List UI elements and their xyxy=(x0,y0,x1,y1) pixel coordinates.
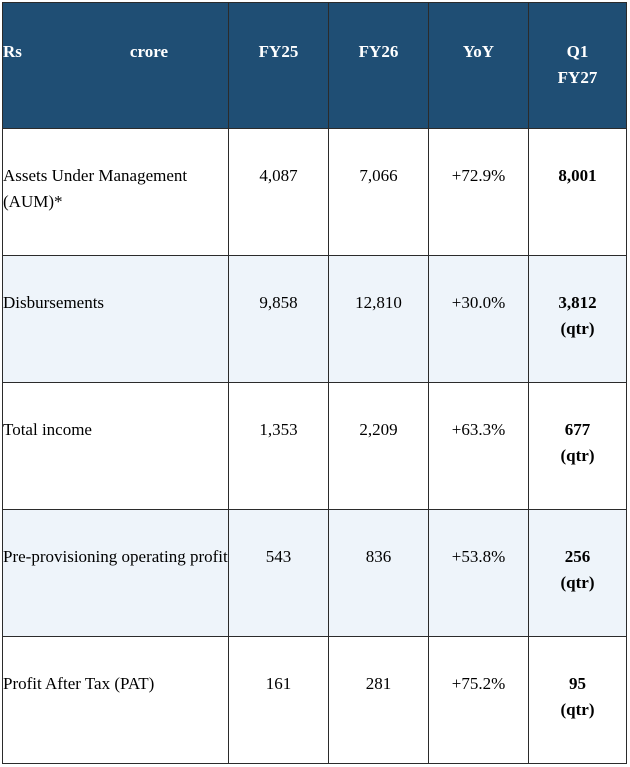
row-label: Assets Under Management (AUM)* xyxy=(2,128,229,256)
cell-yoy: +72.9% xyxy=(428,128,529,256)
col-header-fy25: FY25 xyxy=(228,2,329,129)
table-row: Pre-provisioning operating profit 543 83… xyxy=(2,509,627,637)
unit-label-crore: crore xyxy=(129,42,168,61)
cell-q1-fy27: 256 (qtr) xyxy=(528,509,627,637)
row-label: Disbursements xyxy=(2,255,229,383)
cell-fy26: 7,066 xyxy=(328,128,429,256)
q1-value: 95 xyxy=(569,674,586,693)
cell-q1-fy27: 8,001 xyxy=(528,128,627,256)
col-header-fy26: FY26 xyxy=(328,2,429,129)
cell-fy26: 836 xyxy=(328,509,429,637)
row-label: Total income xyxy=(2,382,229,510)
cell-fy25: 4,087 xyxy=(228,128,329,256)
q1-value: 8,001 xyxy=(558,166,597,185)
cell-fy25: 543 xyxy=(228,509,329,637)
q1-note: (qtr) xyxy=(560,700,595,719)
q1-note: (qtr) xyxy=(560,573,595,592)
cell-fy26: 2,209 xyxy=(328,382,429,510)
unit-label-rs: Rs xyxy=(3,42,22,61)
cell-yoy: +75.2% xyxy=(428,636,529,764)
cell-yoy: +30.0% xyxy=(428,255,529,383)
col-header-q1-fy27: Q1 FY27 xyxy=(528,2,627,129)
q1-value: 677 xyxy=(564,420,591,439)
cell-fy25: 161 xyxy=(228,636,329,764)
q1-value: 3,812 xyxy=(558,293,597,312)
table-row: Assets Under Management (AUM)* 4,087 7,0… xyxy=(2,128,627,256)
cell-yoy: +53.8% xyxy=(428,509,529,637)
col-header-q1: Q1 xyxy=(566,42,589,61)
q1-note: (qtr) xyxy=(560,319,595,338)
cell-fy26: 281 xyxy=(328,636,429,764)
table-row: Profit After Tax (PAT) 161 281 +75.2% 95… xyxy=(2,636,627,764)
col-header-yoy: YoY xyxy=(428,2,529,129)
cell-fy25: 9,858 xyxy=(228,255,329,383)
unit-header-cell: Rs crore xyxy=(2,2,229,129)
col-header-fy27: FY27 xyxy=(557,68,598,87)
cell-q1-fy27: 95 (qtr) xyxy=(528,636,627,764)
cell-fy26: 12,810 xyxy=(328,255,429,383)
q1-value: 256 xyxy=(564,547,591,566)
cell-q1-fy27: 677 (qtr) xyxy=(528,382,627,510)
row-label: Profit After Tax (PAT) xyxy=(2,636,229,764)
table-row: Total income 1,353 2,209 +63.3% 677 (qtr… xyxy=(2,382,627,510)
cell-q1-fy27: 3,812 (qtr) xyxy=(528,255,627,383)
cell-yoy: +63.3% xyxy=(428,382,529,510)
table-header-row: Rs crore FY25 FY26 YoY Q1 FY27 xyxy=(2,2,627,129)
cell-fy25: 1,353 xyxy=(228,382,329,510)
table-row: Disbursements 9,858 12,810 +30.0% 3,812 … xyxy=(2,255,627,383)
row-label: Pre-provisioning operating profit xyxy=(2,509,229,637)
q1-note: (qtr) xyxy=(560,446,595,465)
